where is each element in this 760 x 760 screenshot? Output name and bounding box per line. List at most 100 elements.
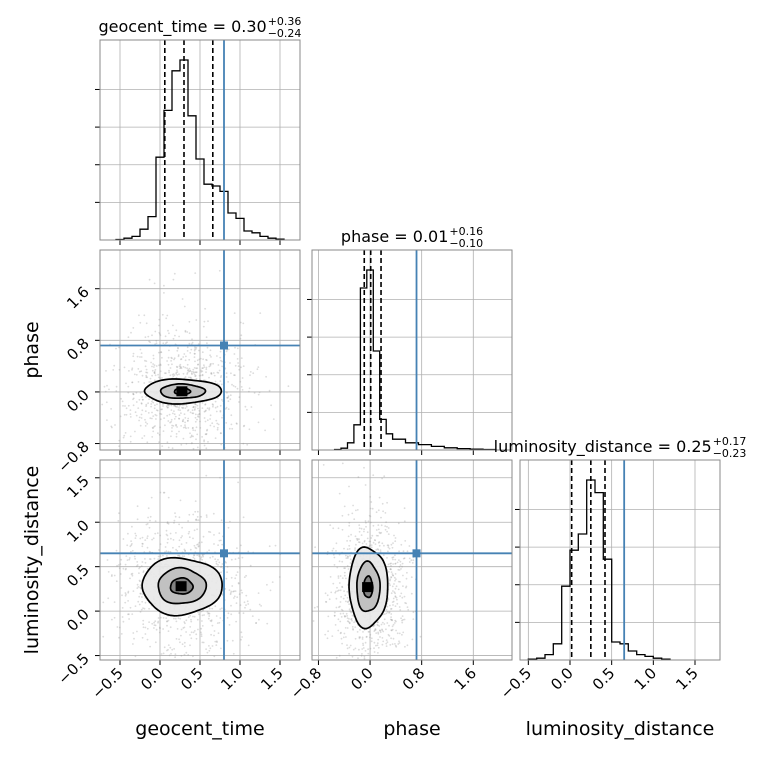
- sample-point: [394, 595, 397, 597]
- sample-point: [351, 619, 353, 622]
- sample-point: [177, 346, 179, 349]
- sample-point: [220, 539, 222, 542]
- sample-point: [131, 549, 134, 552]
- sample-point: [147, 335, 150, 338]
- sample-point: [151, 374, 154, 377]
- sample-point: [333, 556, 336, 559]
- sample-point: [196, 618, 199, 621]
- sample-point: [160, 616, 162, 619]
- sample-point: [356, 539, 359, 541]
- sample-point: [185, 405, 188, 408]
- sample-point: [205, 433, 208, 436]
- sample-point: [234, 346, 236, 349]
- sample-point: [158, 433, 161, 436]
- sample-point: [401, 621, 404, 624]
- sample-point: [385, 628, 387, 631]
- sample-point: [249, 374, 251, 377]
- sample-point: [152, 363, 155, 365]
- sample-point: [147, 507, 150, 510]
- sample-point: [199, 558, 202, 560]
- sample-point: [358, 527, 361, 530]
- sample-point: [367, 631, 370, 633]
- y-axis-label: luminosity_distance: [21, 466, 43, 655]
- sample-point: [134, 537, 137, 539]
- sample-point: [155, 342, 158, 345]
- sample-point: [163, 417, 166, 419]
- sample-point: [161, 356, 163, 359]
- sample-point: [196, 554, 199, 557]
- sample-point: [166, 522, 169, 525]
- sample-point: [255, 622, 257, 624]
- sample-point: [126, 559, 129, 561]
- sample-point: [173, 357, 176, 360]
- sample-point: [158, 351, 160, 354]
- sample-point: [239, 604, 242, 606]
- y-tick-label: −0.8: [54, 438, 92, 476]
- sample-point: [394, 558, 397, 561]
- sample-point: [206, 346, 209, 349]
- sample-point: [139, 537, 142, 540]
- sample-point: [197, 363, 199, 366]
- sample-point: [266, 583, 268, 586]
- sample-point: [187, 427, 190, 429]
- sample-point: [226, 566, 229, 568]
- sample-point: [142, 571, 145, 574]
- sample-point: [198, 349, 200, 352]
- sample-point: [148, 398, 151, 401]
- sample-point: [380, 623, 383, 626]
- sample-point: [419, 635, 422, 638]
- sample-point: [139, 392, 142, 394]
- sample-point: [189, 352, 192, 354]
- sample-point: [147, 516, 150, 519]
- sample-point: [381, 477, 383, 480]
- sample-point: [403, 618, 406, 621]
- sample-point: [113, 364, 116, 367]
- sample-point: [142, 398, 144, 401]
- sample-point: [144, 421, 147, 424]
- sample-point: [136, 355, 139, 358]
- sample-point: [137, 407, 140, 409]
- sample-point: [186, 346, 189, 349]
- sample-point: [240, 334, 243, 337]
- sample-point: [387, 563, 390, 566]
- sample-point: [203, 379, 206, 381]
- sample-point: [347, 568, 350, 570]
- sample-point: [388, 624, 390, 627]
- sample-point: [396, 598, 398, 601]
- sample-point: [128, 618, 131, 620]
- sample-point: [393, 591, 396, 594]
- sample-point: [401, 562, 404, 565]
- sample-point: [375, 644, 377, 647]
- sample-point: [375, 548, 378, 551]
- sample-point: [357, 541, 360, 543]
- sample-point: [196, 415, 199, 418]
- sample-point: [198, 358, 201, 361]
- sample-point: [221, 365, 224, 368]
- sample-point: [166, 360, 169, 362]
- sample-point: [210, 619, 213, 621]
- sample-point: [395, 585, 398, 588]
- sample-point: [179, 365, 182, 368]
- sample-point: [189, 644, 191, 647]
- sample-point: [188, 530, 191, 533]
- sample-point: [344, 594, 347, 597]
- sample-point: [201, 620, 203, 622]
- sample-point: [189, 376, 192, 379]
- sample-point: [133, 360, 136, 363]
- sample-point: [101, 403, 104, 406]
- sample-point: [131, 574, 134, 577]
- sample-point: [104, 390, 107, 393]
- sample-point: [138, 595, 141, 598]
- sample-point: [201, 367, 204, 369]
- sample-point: [138, 603, 141, 606]
- sample-point: [352, 648, 355, 651]
- sample-point: [201, 407, 204, 409]
- sample-point: [171, 373, 174, 376]
- sample-point: [250, 406, 253, 408]
- sample-point: [378, 541, 381, 543]
- sample-point: [382, 640, 385, 643]
- sample-point: [228, 589, 231, 591]
- sample-point: [176, 349, 179, 352]
- sample-point: [196, 446, 199, 449]
- sample-point: [161, 313, 164, 316]
